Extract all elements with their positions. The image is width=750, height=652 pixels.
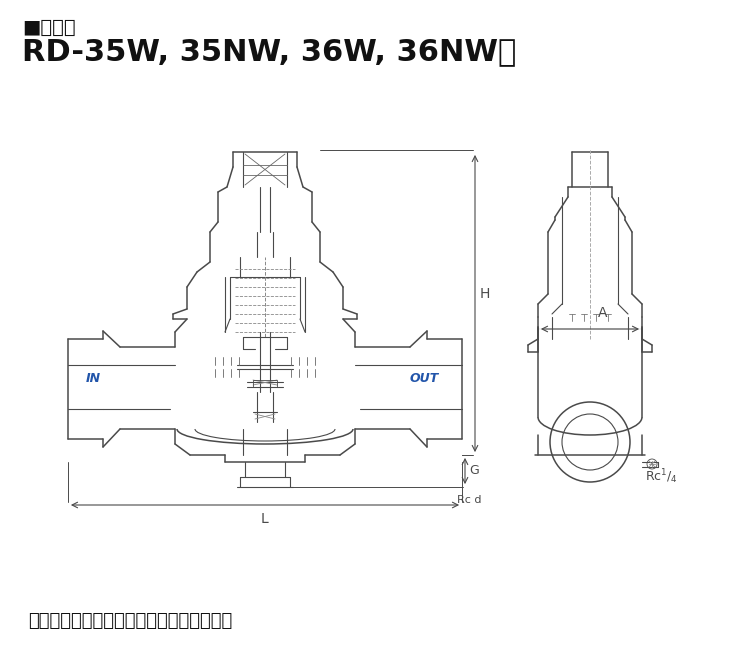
Text: OUT: OUT — [410, 372, 440, 385]
Text: H: H — [480, 286, 490, 301]
Text: L: L — [261, 512, 268, 526]
Text: ■構造図: ■構造図 — [22, 18, 76, 37]
Text: Rc$^{1}$/$_{4}$: Rc$^{1}$/$_{4}$ — [645, 467, 678, 486]
Text: A: A — [598, 306, 608, 320]
Text: G: G — [469, 464, 478, 477]
Text: Rc d: Rc d — [457, 495, 482, 505]
Bar — [253, 380, 277, 387]
Text: 注．呼び径により構造が多少異なります。: 注．呼び径により構造が多少異なります。 — [28, 612, 233, 630]
Text: RD-35W, 35NW, 36W, 36NW型: RD-35W, 35NW, 36W, 36NW型 — [22, 37, 516, 66]
Text: IN: IN — [86, 372, 101, 385]
